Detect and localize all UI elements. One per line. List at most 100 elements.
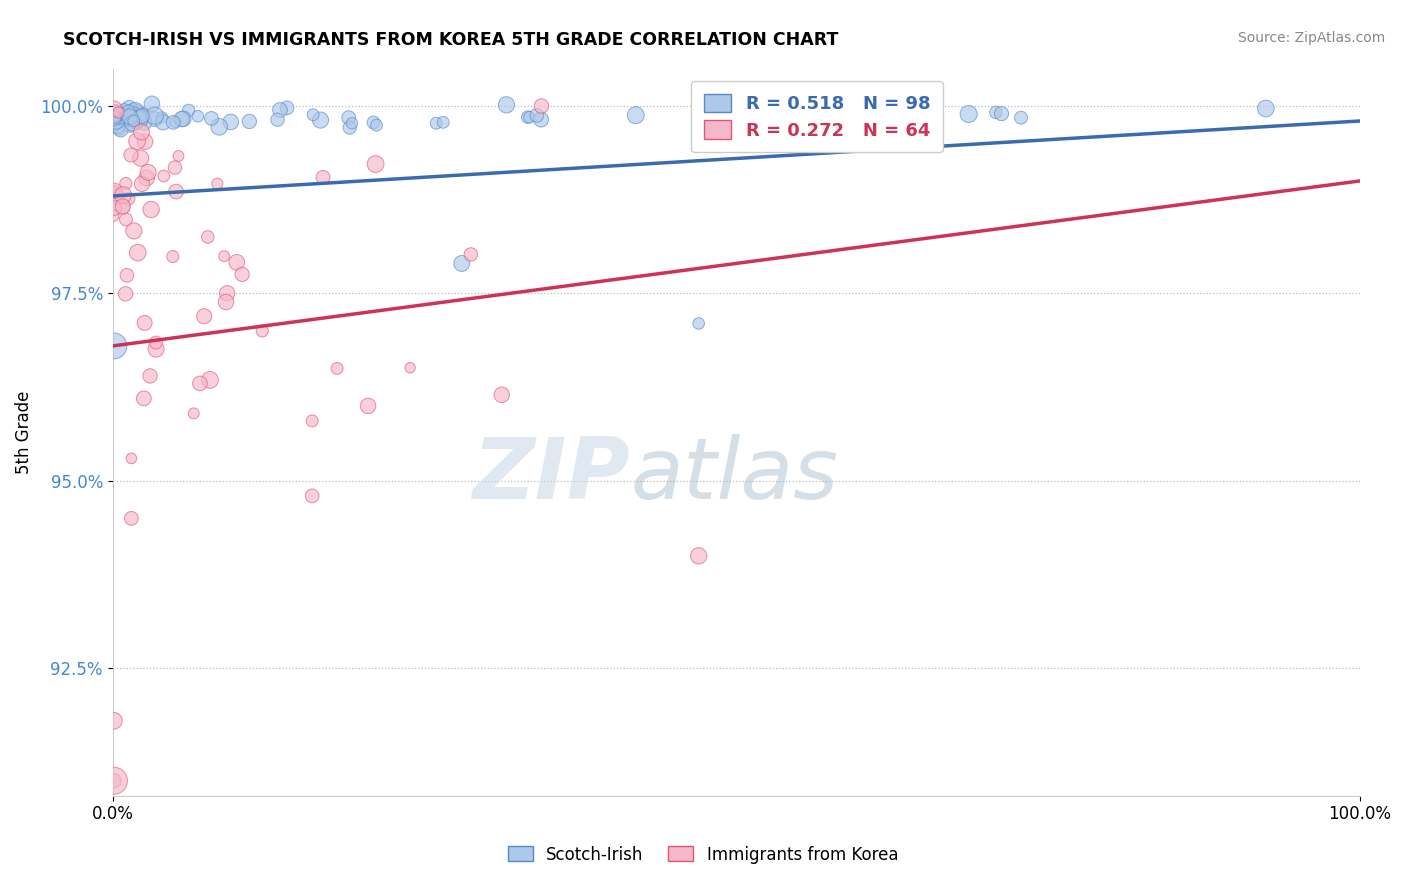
Point xyxy=(339,120,361,135)
Point xyxy=(337,111,360,125)
Point xyxy=(120,511,142,525)
Point xyxy=(112,112,135,127)
Point xyxy=(269,103,291,117)
Point xyxy=(112,188,135,202)
Point xyxy=(107,112,129,127)
Point xyxy=(108,122,131,136)
Point xyxy=(108,111,131,125)
Point xyxy=(118,117,141,131)
Point xyxy=(139,368,162,383)
Point xyxy=(103,111,125,125)
Point xyxy=(302,108,325,122)
Point xyxy=(107,107,129,121)
Point xyxy=(1010,111,1032,125)
Point xyxy=(125,134,148,148)
Point xyxy=(121,112,143,126)
Point xyxy=(114,286,136,301)
Point xyxy=(129,112,152,126)
Point xyxy=(193,310,215,324)
Point xyxy=(208,120,231,134)
Point xyxy=(177,103,200,118)
Point xyxy=(103,714,125,728)
Point xyxy=(172,112,194,126)
Point xyxy=(340,116,363,130)
Point xyxy=(127,245,149,260)
Text: SCOTCH-IRISH VS IMMIGRANTS FROM KOREA 5TH GRADE CORRELATION CHART: SCOTCH-IRISH VS IMMIGRANTS FROM KOREA 5T… xyxy=(63,31,838,49)
Point xyxy=(112,103,135,118)
Point xyxy=(121,103,143,117)
Y-axis label: 5th Grade: 5th Grade xyxy=(15,391,32,474)
Point xyxy=(128,106,150,120)
Point xyxy=(517,110,540,124)
Point xyxy=(197,230,219,244)
Point xyxy=(107,105,129,120)
Point xyxy=(252,324,274,338)
Point xyxy=(238,114,260,128)
Point xyxy=(863,109,886,123)
Point xyxy=(103,184,125,198)
Point xyxy=(131,177,153,191)
Point xyxy=(114,111,136,125)
Point xyxy=(103,102,125,116)
Point xyxy=(266,112,288,127)
Point xyxy=(145,335,167,350)
Point xyxy=(162,250,184,264)
Point xyxy=(150,111,173,125)
Point xyxy=(120,451,142,466)
Point xyxy=(450,256,472,270)
Point xyxy=(111,200,134,214)
Point xyxy=(107,120,129,135)
Point xyxy=(225,255,247,269)
Point xyxy=(121,117,143,131)
Point xyxy=(207,177,229,191)
Point xyxy=(165,185,187,199)
Point xyxy=(188,376,211,391)
Point xyxy=(122,108,145,122)
Point xyxy=(141,96,163,111)
Point xyxy=(312,170,335,185)
Point xyxy=(122,224,145,238)
Point xyxy=(132,107,155,121)
Text: atlas: atlas xyxy=(630,434,838,517)
Point xyxy=(215,295,238,310)
Point xyxy=(105,189,128,203)
Point xyxy=(103,184,125,198)
Point xyxy=(103,201,125,215)
Point xyxy=(114,106,136,120)
Point xyxy=(363,115,385,129)
Point xyxy=(101,118,124,132)
Point xyxy=(115,110,138,124)
Point xyxy=(114,113,136,128)
Point xyxy=(135,170,157,185)
Point xyxy=(624,108,647,122)
Point xyxy=(167,149,190,163)
Point xyxy=(136,165,159,179)
Point xyxy=(134,116,156,130)
Point xyxy=(129,112,152,126)
Point xyxy=(108,109,131,123)
Point xyxy=(132,392,155,406)
Point xyxy=(122,113,145,128)
Point xyxy=(120,148,142,162)
Point xyxy=(115,177,138,191)
Point xyxy=(326,361,349,376)
Point xyxy=(131,109,153,123)
Text: Source: ZipAtlas.com: Source: ZipAtlas.com xyxy=(1237,31,1385,45)
Point xyxy=(118,110,141,124)
Point xyxy=(491,388,513,402)
Point xyxy=(110,107,132,121)
Point xyxy=(276,101,298,115)
Point xyxy=(217,286,239,301)
Point xyxy=(187,109,209,123)
Point xyxy=(357,399,380,413)
Text: ZIP: ZIP xyxy=(472,434,630,517)
Point xyxy=(127,112,149,126)
Point xyxy=(152,169,174,183)
Point xyxy=(432,115,454,129)
Point xyxy=(688,317,710,331)
Point xyxy=(162,115,184,129)
Point xyxy=(134,135,156,149)
Point xyxy=(101,118,124,132)
Point xyxy=(364,157,387,171)
Point xyxy=(125,106,148,120)
